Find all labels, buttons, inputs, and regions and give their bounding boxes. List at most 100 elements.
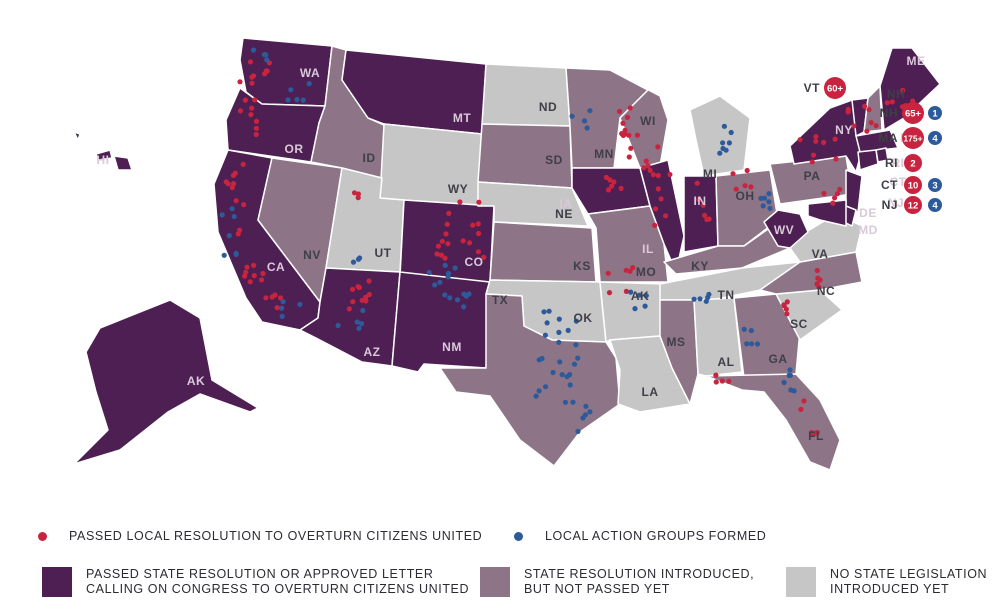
local-resolution-dot: [655, 186, 661, 192]
local-resolution-dot: [742, 183, 748, 189]
state-label-ca: CA: [267, 260, 285, 274]
action-group-dot: [562, 399, 569, 405]
local-resolution-dot: [260, 270, 266, 277]
legend-passed-line1: PASSED STATE RESOLUTION OR APPROVED LETT…: [86, 567, 434, 581]
state-nj: [845, 169, 863, 213]
local-resolution-dot: [242, 97, 248, 103]
local-resolution-dot: [251, 273, 257, 279]
local-resolution-dot: [445, 241, 451, 247]
state-ga: [733, 293, 801, 379]
local-resolution-dot: [873, 123, 879, 129]
legend-local-resolution-label: PASSED LOCAL RESOLUTION TO OVERTURN CITI…: [69, 529, 483, 543]
action-group-dot: [642, 303, 648, 309]
local-resolution-dot: [650, 172, 657, 178]
group-count-badge: [928, 131, 942, 145]
badge-state-ri: RI: [885, 156, 898, 170]
local-resolution-dot: [481, 254, 487, 260]
state-ma: [855, 129, 899, 153]
state-label-mt: MT: [453, 111, 471, 125]
state-label-oh: OH: [736, 189, 755, 203]
action-group-dot: [229, 206, 235, 212]
local-resolution-dot: [643, 158, 649, 164]
action-group-dot: [546, 308, 552, 314]
local-resolution-dot: [237, 108, 244, 114]
action-group-dot: [541, 309, 547, 315]
local-resolution-dot: [726, 378, 732, 384]
local-resolution-dot: [652, 206, 659, 212]
local-resolution-dot: [655, 172, 661, 179]
none-swatch: [786, 567, 816, 597]
action-group-dot: [748, 327, 755, 334]
action-group-dot: [285, 97, 291, 103]
state-label-tn: TN: [718, 288, 735, 302]
local-resolution-dot: [652, 222, 658, 228]
local-resolution-dot: [363, 294, 369, 300]
state-label-mn: MN: [594, 147, 614, 161]
action-group-dot: [573, 318, 580, 324]
action-group-dot: [573, 342, 579, 348]
local-resolution-dot: [634, 132, 641, 138]
action-group-dot: [288, 87, 294, 93]
local-count-text: 12: [908, 201, 919, 212]
local-resolution-dot: [624, 114, 631, 120]
local-resolution-dot: [837, 186, 843, 192]
state-nh: [863, 85, 883, 133]
action-group-dot: [781, 379, 787, 386]
legend-introduced-line2: BUT NOT PASSED YET: [524, 582, 671, 596]
local-resolution-dot: [439, 238, 445, 244]
state-ks: [489, 221, 597, 283]
action-group-dot: [432, 282, 438, 288]
local-resolution-dot: [628, 145, 634, 151]
local-resolution-dot: [834, 191, 841, 197]
state-label-sd: SD: [545, 153, 563, 167]
local-resolution-dot: [619, 131, 625, 137]
local-resolution-dot: [443, 231, 449, 237]
state-label-de: DE: [859, 206, 877, 220]
action-group-dot: [643, 293, 649, 299]
action-group-dot: [721, 123, 728, 129]
local-resolution-dot: [609, 183, 615, 189]
action-group-dot: [760, 203, 766, 209]
state-nd: [481, 63, 571, 127]
state-label-ia: IA: [560, 197, 573, 211]
action-group-dot: [767, 205, 773, 211]
state-mi: [689, 95, 751, 177]
state-ct: [857, 149, 879, 171]
state-ak-alaska: [73, 299, 259, 465]
action-group-dot: [280, 299, 286, 305]
action-group-dot: [542, 332, 549, 338]
local-resolution-dot: [233, 198, 239, 204]
state-md: [807, 199, 847, 227]
local-resolution-dot: [748, 184, 754, 190]
local-resolution-dot: [733, 186, 739, 192]
local-resolution-dot: [606, 290, 613, 296]
action-group-dot: [636, 292, 642, 298]
local-resolution-dot: [457, 199, 463, 205]
action-group-dot: [461, 291, 467, 297]
legend-passed-line2: CALLING ON CONGRESS TO OVERTURN CITIZENS…: [86, 582, 470, 596]
action-group-dot: [294, 96, 300, 103]
action-group-dot: [355, 256, 362, 262]
state-label-sc: SC: [790, 317, 808, 331]
state-label-al: AL: [718, 355, 735, 369]
local-count-text: 2: [910, 159, 915, 170]
state-label-ne: NE: [555, 207, 573, 221]
action-group-dot: [279, 305, 285, 311]
local-resolution-dot: [446, 210, 452, 216]
state-label-or: OR: [285, 142, 304, 156]
state-label-ut: UT: [375, 246, 392, 260]
local-count-badge: [904, 176, 922, 194]
action-group-dot: [575, 355, 581, 361]
state-label-mi: MI: [703, 167, 717, 181]
action-group-dot: [350, 259, 357, 265]
local-resolution-dot: [350, 299, 356, 305]
local-resolution-dot: [249, 105, 255, 111]
local-resolution-dot: [783, 306, 789, 312]
state-label-ms: MS: [667, 335, 686, 349]
action-group-dot: [787, 367, 793, 373]
state-label-il: IL: [642, 242, 654, 256]
legend: PASSED LOCAL RESOLUTION TO OVERTURN CITI…: [0, 515, 1000, 615]
local-resolution-dot: [460, 238, 466, 244]
local-resolution-dot: [900, 87, 906, 93]
local-resolution-dot: [645, 163, 651, 169]
